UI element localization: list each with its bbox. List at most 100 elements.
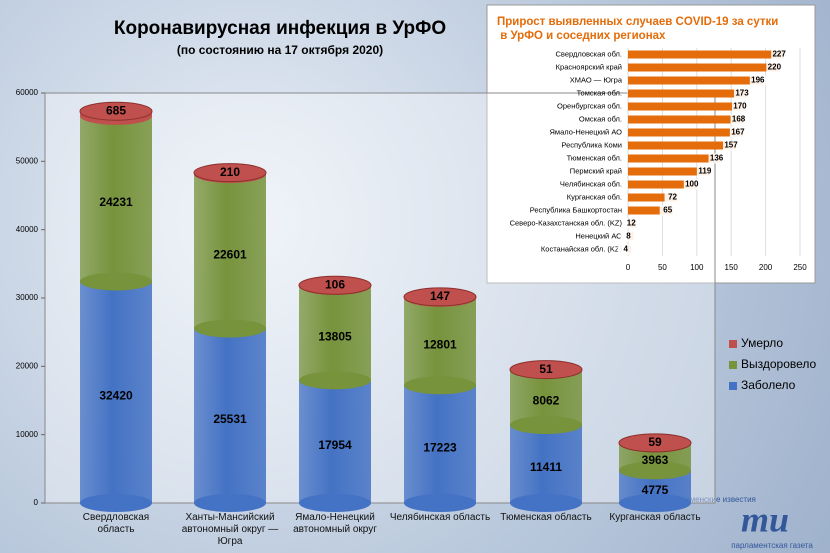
label-box <box>771 49 788 60</box>
value-label: 196 <box>751 76 765 85</box>
legend-label: Выздоровело <box>741 357 817 371</box>
value-label: 685 <box>106 103 126 117</box>
value-label: 25531 <box>213 412 247 426</box>
y-tick-label: 10000 <box>16 430 39 439</box>
x-tick-label: 250 <box>793 263 807 272</box>
label-box <box>696 166 713 177</box>
label-box <box>730 114 747 125</box>
bar <box>628 76 763 85</box>
label-box <box>729 127 746 138</box>
value-label: 220 <box>768 63 782 72</box>
label-box <box>683 179 700 190</box>
y-tick-label: 0 <box>34 498 39 507</box>
y-tick-label: Республика Коми <box>561 140 622 149</box>
value-label: 51 <box>539 362 553 376</box>
cylinder-cap <box>193 163 267 183</box>
cylinder-cap <box>403 287 477 307</box>
cylinder-cap <box>618 433 692 453</box>
y-tick-label: Костанайская обл. (KZ) <box>541 244 623 253</box>
value-label: 13805 <box>318 329 352 343</box>
bar <box>628 102 745 111</box>
y-tick-label: Свердловская обл. <box>556 49 623 58</box>
logo-top: тюменские известия <box>680 495 756 504</box>
value-label: 12801 <box>423 338 457 352</box>
legend-label: Умерло <box>741 336 783 350</box>
value-label: 17954 <box>318 438 352 452</box>
logo-bottom: парламентская газета <box>731 541 813 550</box>
value-label: 227 <box>772 50 786 59</box>
bar-segment <box>80 281 152 503</box>
y-tick-label: 20000 <box>16 361 39 370</box>
label-box <box>617 244 634 255</box>
legend-swatch <box>729 382 737 390</box>
cylinder-cap <box>298 275 372 295</box>
label-box <box>620 231 637 242</box>
bar-segment <box>404 385 476 503</box>
x-tick-label: Свердловская область <box>82 512 150 535</box>
value-label: 147 <box>430 289 450 303</box>
bar <box>628 180 697 189</box>
bar <box>628 167 710 176</box>
value-label: 100 <box>685 180 699 189</box>
y-tick-label: 50000 <box>16 156 39 165</box>
value-label: 8062 <box>533 394 560 408</box>
label-box <box>731 101 748 112</box>
bar-segment <box>510 369 582 426</box>
value-label: 136 <box>710 154 724 163</box>
x-tick-label: 150 <box>725 263 739 272</box>
legend-swatch <box>729 340 737 348</box>
y-tick-label: Челябинская обл. <box>560 179 622 188</box>
legend-swatch <box>729 361 737 369</box>
bar <box>628 141 737 150</box>
value-label: 4 <box>624 245 629 254</box>
bar <box>628 50 785 59</box>
bar-segment <box>80 115 152 282</box>
value-label: 24231 <box>99 195 133 209</box>
label-box <box>749 75 766 86</box>
y-tick-label: Тюменская обл. <box>567 153 622 162</box>
bar-segment <box>404 297 476 386</box>
bar <box>628 115 744 124</box>
y-tick-label: ХМАО — Югра <box>570 75 623 84</box>
value-label: 168 <box>732 115 746 124</box>
value-label: 3963 <box>642 453 669 467</box>
x-tick-label: Ханты-Мансийский автономный округ — Югра <box>181 512 279 547</box>
value-label: 173 <box>735 89 749 98</box>
value-label: 17223 <box>423 440 457 454</box>
y-tick-label: Красноярский край <box>556 62 622 71</box>
y-tick-label: 30000 <box>16 293 39 302</box>
value-label: 22601 <box>213 247 247 261</box>
label-box <box>708 153 725 164</box>
x-tick-label: 0 <box>626 263 631 272</box>
y-tick-label: Республика Башкортостан <box>530 205 622 214</box>
value-label: 72 <box>668 193 677 202</box>
title-line: Прирост выявленных случаев COVID-19 за с… <box>497 16 778 28</box>
value-label: 65 <box>663 206 672 215</box>
x-tick-label: Ямало-Ненецкий автономный округ <box>293 512 377 535</box>
value-label: 210 <box>220 165 240 179</box>
label-box <box>623 218 640 229</box>
bar <box>628 89 748 98</box>
x-tick-label: 50 <box>658 263 667 272</box>
bar-segment <box>194 174 266 329</box>
x-tick-label: Курганская область <box>609 512 701 523</box>
value-label: 32420 <box>99 388 133 402</box>
y-tick-label: Оренбургская обл. <box>557 101 622 110</box>
title-line: в УрФО и соседних регионах <box>497 30 666 42</box>
bar <box>628 128 743 137</box>
bar-segment <box>194 328 266 503</box>
y-tick-label: 40000 <box>16 225 39 234</box>
label-box <box>723 140 740 151</box>
bar <box>628 193 678 202</box>
bar-segment <box>299 285 371 381</box>
value-label: 157 <box>724 141 738 150</box>
cylinder-cap <box>79 101 153 121</box>
x-tick-label: 200 <box>759 263 773 272</box>
chart-subtitle: (по состоянию на 17 октября 2020) <box>177 43 383 57</box>
label-box <box>766 62 783 73</box>
value-label: 106 <box>325 277 345 291</box>
y-tick-label: Ненецкий АО <box>575 231 622 240</box>
x-tick-label: Тюменская область <box>500 512 592 523</box>
